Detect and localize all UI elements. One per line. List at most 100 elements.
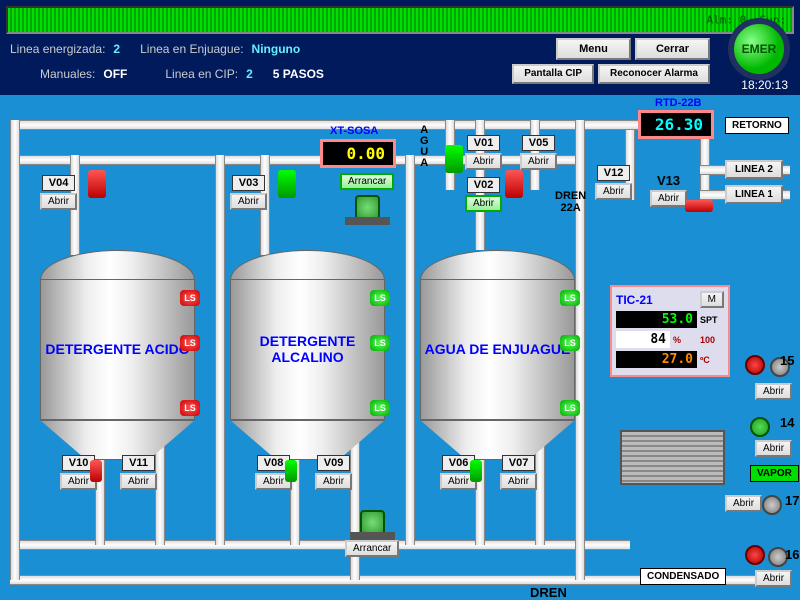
ls-icon: LS [370, 335, 390, 351]
progress-bar: Alm: 0, Sup: [6, 6, 794, 34]
v12-abrir[interactable]: Abrir [595, 183, 632, 200]
v09-label: V09 [317, 455, 351, 471]
v03-box: V03 Abrir [230, 175, 267, 210]
v05-box: V05 Abrir [520, 135, 557, 170]
abrir-15[interactable]: Abrir [755, 383, 792, 400]
ls-icon: LS [560, 335, 580, 351]
valve-16[interactable] [745, 545, 765, 565]
v02-abrir[interactable]: Abrir [465, 195, 502, 212]
v03-label: V03 [232, 175, 266, 191]
tic21-panel: TIC-21 M 53.0SPT 84%100 27.0ºC [610, 285, 730, 377]
ls-icon: LS [180, 290, 200, 306]
v11-box: V11 Abrir [120, 455, 157, 490]
v12-label: V12 [597, 165, 631, 181]
linea1-button[interactable]: LINEA 1 [725, 185, 783, 204]
v13-abrir[interactable]: Abrir [650, 190, 687, 207]
v11-label: V11 [122, 455, 155, 471]
arrancar-bottom[interactable]: Arrancar [345, 540, 399, 557]
main-area: XT-SOSA 0.00 RTD-22B 26.30 RETORNO LINEA… [0, 95, 800, 600]
reconocer-button[interactable]: Reconocer Alarma [598, 64, 710, 84]
linea-energ-label: Linea energizada: [10, 42, 105, 56]
v02-box: V02 Abrir [465, 177, 502, 212]
ls-icon: LS [180, 335, 200, 351]
v05-abrir[interactable]: Abrir [520, 153, 557, 170]
tic-mode-button[interactable]: M [700, 291, 724, 308]
heat-exchanger [620, 430, 725, 485]
tank-3: AGUA DE ENJUAGUE LS LS LS [420, 250, 575, 460]
v06-ind [470, 460, 482, 482]
pasos-val: 5 PASOS [273, 67, 324, 81]
v04-indicator [88, 170, 106, 198]
valve-14[interactable] [750, 417, 770, 437]
dren22a-label: DREN22A [555, 190, 586, 214]
v13-indicator [685, 200, 713, 212]
ls-icon: LS [180, 400, 200, 416]
v01-label: V01 [467, 135, 501, 151]
arrancar-top[interactable]: Arrancar [340, 173, 394, 190]
v07-abrir[interactable]: Abrir [500, 473, 537, 490]
v03-abrir[interactable]: Abrir [230, 193, 267, 210]
v01-box: V01 Abrir [465, 135, 502, 170]
abrir-16[interactable]: Abrir [755, 570, 792, 587]
tic-pv: 84 [616, 331, 670, 348]
retorno-tag: RETORNO [725, 117, 789, 134]
v01-abrir[interactable]: Abrir [465, 153, 502, 170]
linea-cip-label: Linea en CIP: [165, 67, 238, 81]
tic-spt: 53.0 [616, 311, 697, 328]
tic-out: 27.0 [616, 351, 697, 368]
v01-indicator [445, 145, 463, 173]
linea-enj-label: Linea en Enjuague: [140, 42, 243, 56]
rtd22b-label: RTD-22B [655, 97, 701, 109]
ls-icon: LS [370, 400, 390, 416]
header: Alm: 0, Sup: Linea energizada: 2 Linea e… [0, 0, 800, 95]
xt-sosa-label: XT-SOSA [330, 125, 378, 137]
v13-box: V13 Abrir [650, 173, 687, 207]
v02-indicator [505, 170, 523, 198]
linea-energ-val: 2 [113, 42, 120, 56]
manuales-label: Manuales: [40, 67, 95, 81]
abrir-17[interactable]: Abrir [725, 495, 762, 512]
abrir-14[interactable]: Abrir [755, 440, 792, 457]
menu-button[interactable]: Menu [556, 38, 631, 60]
valve-15[interactable] [745, 355, 765, 375]
v07-box: V07 Abrir [500, 455, 537, 490]
condensado-tag: CONDENSADO [640, 568, 726, 585]
emer-button[interactable]: EMER [728, 18, 790, 80]
ls-icon: LS [560, 400, 580, 416]
pump-bottom [350, 505, 395, 540]
linea-enj-val: Ninguno [252, 42, 301, 56]
rtd22b-display: 26.30 [638, 110, 714, 139]
ls-icon: LS [560, 290, 580, 306]
v10-ind [90, 460, 102, 482]
v13-label: V13 [657, 173, 680, 188]
linea-cip-val: 2 [246, 67, 253, 81]
progress-fill [8, 8, 792, 32]
tank-1: DETERGENTE ACIDO LS LS LS [40, 250, 195, 460]
dren-label: DREN [530, 585, 567, 600]
manuales-val: OFF [103, 67, 127, 81]
v04-abrir[interactable]: Abrir [40, 193, 77, 210]
xt-sosa-display: 0.00 [320, 139, 396, 168]
tank-2: DETERGENTE ALCALINO LS LS LS [230, 250, 385, 460]
v11-abrir[interactable]: Abrir [120, 473, 157, 490]
v07-label: V07 [502, 455, 536, 471]
pantalla-cip-button[interactable]: Pantalla CIP [512, 64, 594, 84]
vapor-tag: VAPOR [750, 465, 799, 482]
v03-indicator [278, 170, 296, 198]
tank1-label: DETERGENTE ACIDO [45, 342, 189, 357]
pump-top [345, 190, 390, 225]
valve-17[interactable] [762, 495, 782, 515]
cerrar-button[interactable]: Cerrar [635, 38, 710, 60]
ls-icon: LS [370, 290, 390, 306]
v09-abrir[interactable]: Abrir [315, 473, 352, 490]
v02-label: V02 [467, 177, 501, 193]
v12-box: V12 Abrir [595, 165, 632, 200]
linea2-button[interactable]: LINEA 2 [725, 160, 783, 179]
v04-box: V04 Abrir [40, 175, 77, 210]
tic-title: TIC-21 [616, 293, 653, 307]
agua-label: AGUA [420, 125, 431, 169]
v08-ind [285, 460, 297, 482]
v04-label: V04 [42, 175, 76, 191]
tank2-label: DETERGENTE ALCALINO [231, 334, 384, 365]
v05-label: V05 [522, 135, 556, 151]
